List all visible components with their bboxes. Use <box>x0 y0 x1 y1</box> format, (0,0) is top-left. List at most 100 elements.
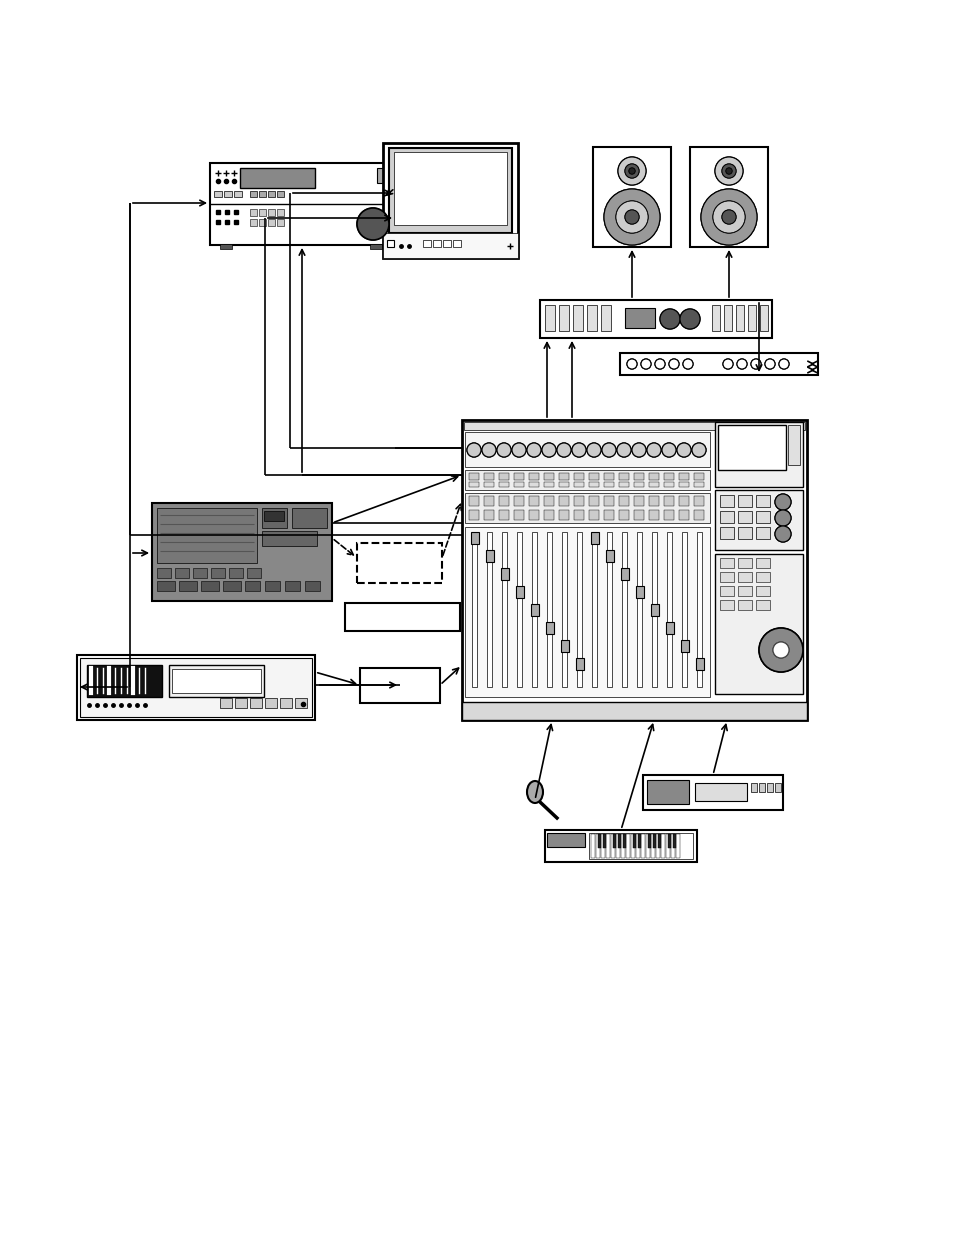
Bar <box>558 510 568 520</box>
Bar <box>501 532 506 687</box>
Bar <box>759 783 764 792</box>
Bar <box>663 496 673 506</box>
Bar <box>247 568 261 578</box>
Bar <box>223 580 241 592</box>
Circle shape <box>557 443 571 457</box>
Bar <box>616 834 619 858</box>
Bar <box>469 510 478 520</box>
Bar <box>689 147 767 247</box>
Bar <box>636 585 643 598</box>
Bar <box>276 209 284 216</box>
Bar <box>265 698 276 708</box>
Bar <box>774 783 781 792</box>
Bar <box>560 640 568 652</box>
Bar <box>258 209 266 216</box>
Bar <box>747 305 755 331</box>
Bar <box>720 495 733 508</box>
Bar <box>387 240 394 247</box>
Bar <box>356 543 441 583</box>
Ellipse shape <box>526 781 542 803</box>
Bar <box>250 191 256 198</box>
Bar <box>245 580 260 592</box>
Circle shape <box>750 359 760 369</box>
Circle shape <box>481 443 496 457</box>
Bar <box>574 482 583 487</box>
Bar <box>634 473 643 480</box>
Bar <box>394 152 506 225</box>
Circle shape <box>764 359 774 369</box>
Bar <box>663 482 673 487</box>
Circle shape <box>679 309 700 329</box>
Bar <box>620 568 628 580</box>
Bar <box>483 496 494 506</box>
Circle shape <box>721 164 735 178</box>
Bar <box>755 572 769 582</box>
Bar <box>625 834 629 858</box>
Bar <box>265 580 280 592</box>
Bar <box>720 585 733 597</box>
Bar <box>461 420 806 720</box>
Bar <box>618 834 620 848</box>
Bar <box>461 701 806 720</box>
Circle shape <box>628 168 635 174</box>
Bar <box>637 532 641 687</box>
Bar <box>442 240 451 247</box>
Bar <box>370 245 381 249</box>
Circle shape <box>541 443 556 457</box>
Bar <box>250 219 256 226</box>
Bar <box>738 558 751 568</box>
Bar <box>224 191 232 198</box>
Bar <box>240 168 314 188</box>
Bar <box>469 482 478 487</box>
Bar <box>285 580 299 592</box>
Bar <box>532 532 537 687</box>
Circle shape <box>526 443 540 457</box>
Circle shape <box>774 526 790 542</box>
Bar <box>648 482 659 487</box>
Bar <box>658 834 660 848</box>
Bar <box>280 698 292 708</box>
Bar <box>679 496 688 506</box>
Bar <box>229 568 243 578</box>
Bar <box>636 834 639 858</box>
Circle shape <box>631 443 645 457</box>
Circle shape <box>779 359 788 369</box>
Bar <box>574 473 583 480</box>
Bar <box>624 308 655 329</box>
Circle shape <box>617 443 630 457</box>
Bar <box>483 482 494 487</box>
Bar <box>672 834 676 848</box>
Bar <box>498 482 509 487</box>
Circle shape <box>618 157 645 185</box>
Bar <box>529 496 538 506</box>
Circle shape <box>721 210 735 224</box>
Bar <box>250 698 262 708</box>
Circle shape <box>725 168 731 174</box>
Bar <box>660 834 664 858</box>
Bar <box>529 473 538 480</box>
Bar <box>600 305 610 331</box>
Bar <box>472 532 476 687</box>
Bar <box>720 511 733 522</box>
Bar <box>787 425 800 466</box>
Circle shape <box>586 443 600 457</box>
Bar <box>382 143 517 258</box>
Bar <box>755 558 769 568</box>
Circle shape <box>617 443 630 457</box>
Bar <box>485 550 494 562</box>
Bar <box>642 776 782 810</box>
Bar <box>633 834 636 848</box>
Bar <box>648 473 659 480</box>
Bar <box>646 781 688 804</box>
Bar <box>172 669 261 693</box>
Bar <box>262 508 287 529</box>
Bar <box>80 658 312 718</box>
Circle shape <box>526 443 540 457</box>
Bar <box>87 664 162 697</box>
Bar <box>590 532 598 543</box>
Bar <box>738 585 751 597</box>
Circle shape <box>677 443 690 457</box>
Bar <box>464 493 709 522</box>
Bar <box>634 482 643 487</box>
Circle shape <box>628 168 635 174</box>
